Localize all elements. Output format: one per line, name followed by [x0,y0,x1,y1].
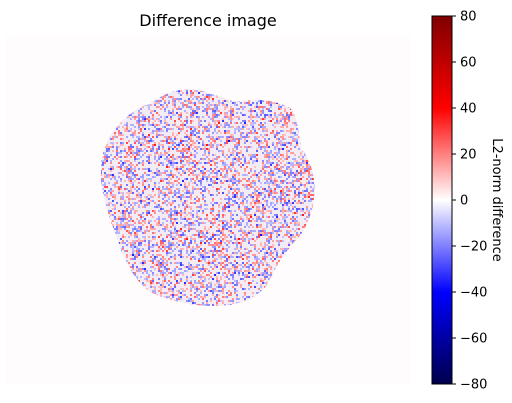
difference-region [101,89,315,306]
colorbar-tick-label: 0 [460,194,468,209]
colorbar-tick-label: −80 [460,378,487,393]
colorbar-tick-label: 80 [460,10,477,25]
colorbar-tick-label: −40 [460,286,487,301]
colorbar-ticks: 80 60 40 20 0 −20 −40 −60 −80 [452,10,487,393]
chart-title: Difference image [139,11,276,30]
colorbar-tick-label: 20 [460,148,477,163]
colorbar [431,15,453,385]
colorbar-tick-label: 60 [460,56,477,71]
colorbar-tick-label: −60 [460,332,487,347]
colorbar-tick-label: 40 [460,102,477,117]
colorbar-tick-label: −20 [460,240,487,255]
colorbar-label: L2-norm difference [489,138,504,262]
